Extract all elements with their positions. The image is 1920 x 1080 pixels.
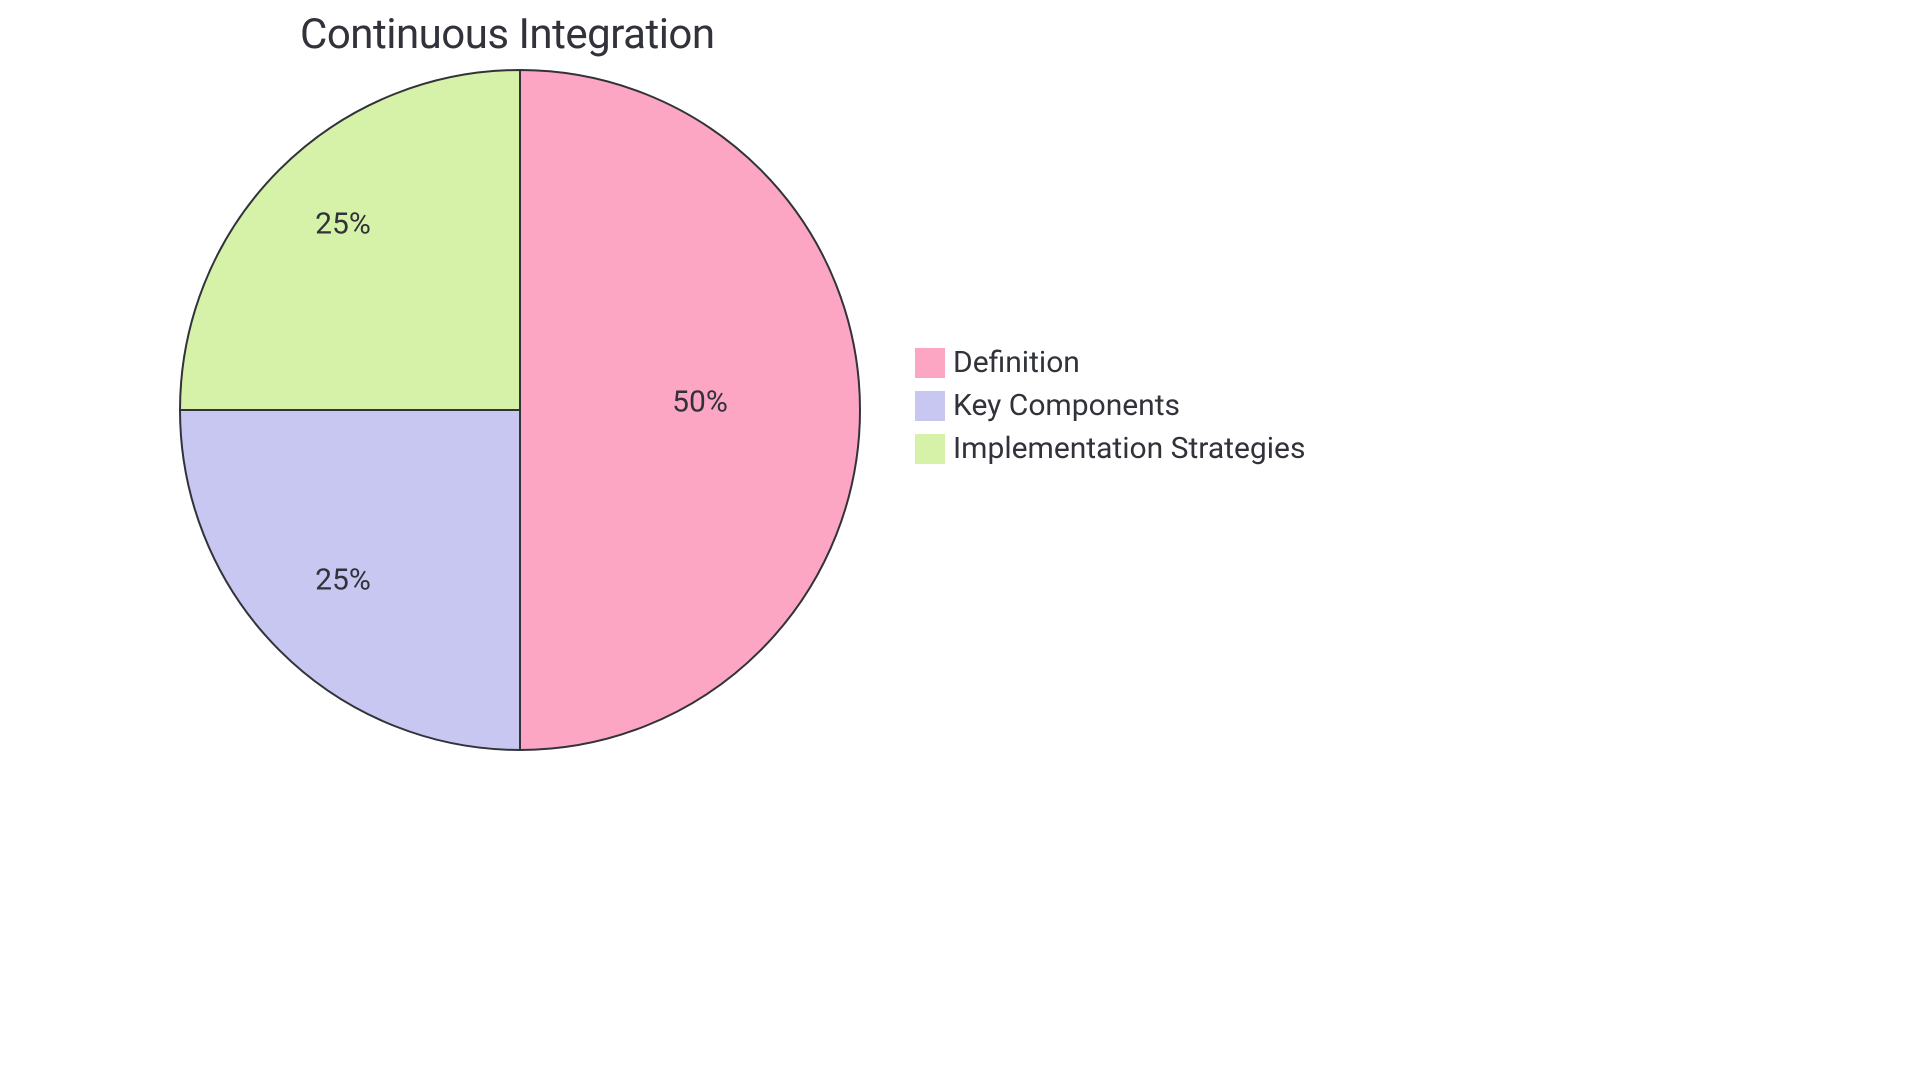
slice-label: 25%: [315, 207, 371, 242]
pie-svg: [178, 68, 862, 752]
chart-title: Continuous Integration: [300, 10, 715, 59]
legend-swatch: [915, 348, 945, 378]
slice-label: 50%: [672, 385, 728, 420]
legend-label: Implementation Strategies: [953, 431, 1305, 466]
legend-swatch: [915, 434, 945, 464]
legend-item: Definition: [915, 345, 1305, 380]
slice-label: 25%: [315, 563, 371, 598]
legend-item: Implementation Strategies: [915, 431, 1305, 466]
legend-label: Key Components: [953, 388, 1180, 423]
legend-item: Key Components: [915, 388, 1305, 423]
legend: Definition Key Components Implementation S…: [915, 345, 1305, 466]
pie-holder: [178, 68, 862, 752]
pie-chart-container: Continuous Integration Definition Key Com…: [0, 0, 1920, 1080]
legend-label: Definition: [953, 345, 1080, 380]
legend-swatch: [915, 391, 945, 421]
